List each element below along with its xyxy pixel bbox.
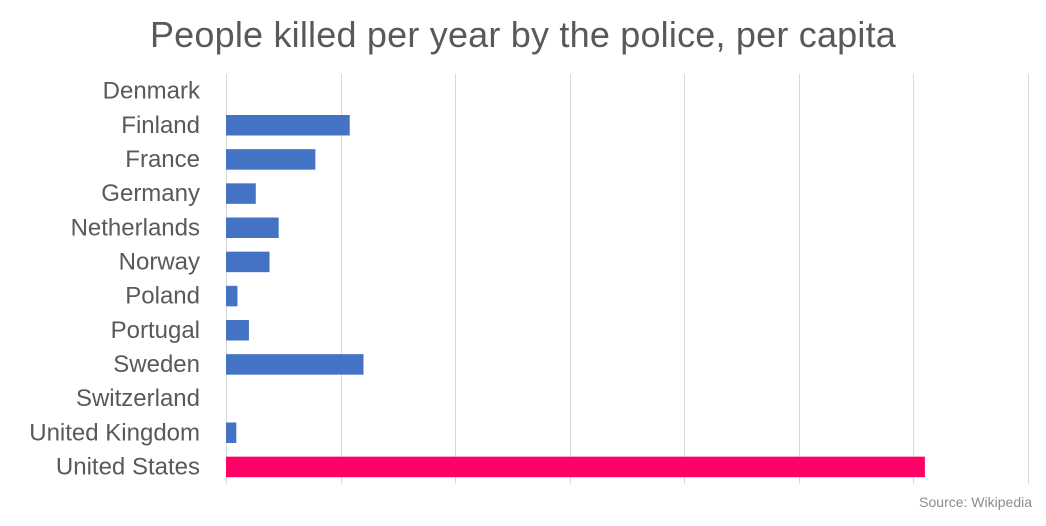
grid-lines (226, 74, 1029, 484)
bar-united-states (226, 456, 925, 478)
source-note: Source: Wikipedia (919, 494, 1032, 510)
category-label: Netherlands (71, 214, 200, 241)
chart-title: People killed per year by the police, pe… (149, 14, 897, 55)
bar-united-kingdom (226, 422, 237, 443)
category-label: Norway (119, 248, 200, 275)
category-label: United Kingdom (29, 419, 200, 446)
category-label: Poland (125, 283, 200, 310)
bar-netherlands (226, 217, 279, 238)
bar-finland (226, 115, 350, 136)
category-label: Finland (121, 112, 200, 139)
category-label: Switzerland (76, 385, 200, 412)
bar-poland (226, 285, 238, 307)
bar-sweden (226, 354, 364, 375)
category-label: France (125, 146, 200, 173)
bar-germany (226, 183, 256, 204)
category-label: Germany (101, 180, 200, 207)
bars (226, 115, 925, 478)
bar-norway (226, 251, 270, 273)
category-label: Denmark (103, 78, 201, 105)
category-labels: Denmark Finland France Germany Netherlands No… (29, 78, 201, 481)
bar-portugal (226, 320, 249, 341)
category-label: United States (56, 453, 200, 480)
category-label: Portugal (111, 317, 200, 344)
category-label: Sweden (113, 351, 200, 378)
bar-france (226, 149, 316, 170)
